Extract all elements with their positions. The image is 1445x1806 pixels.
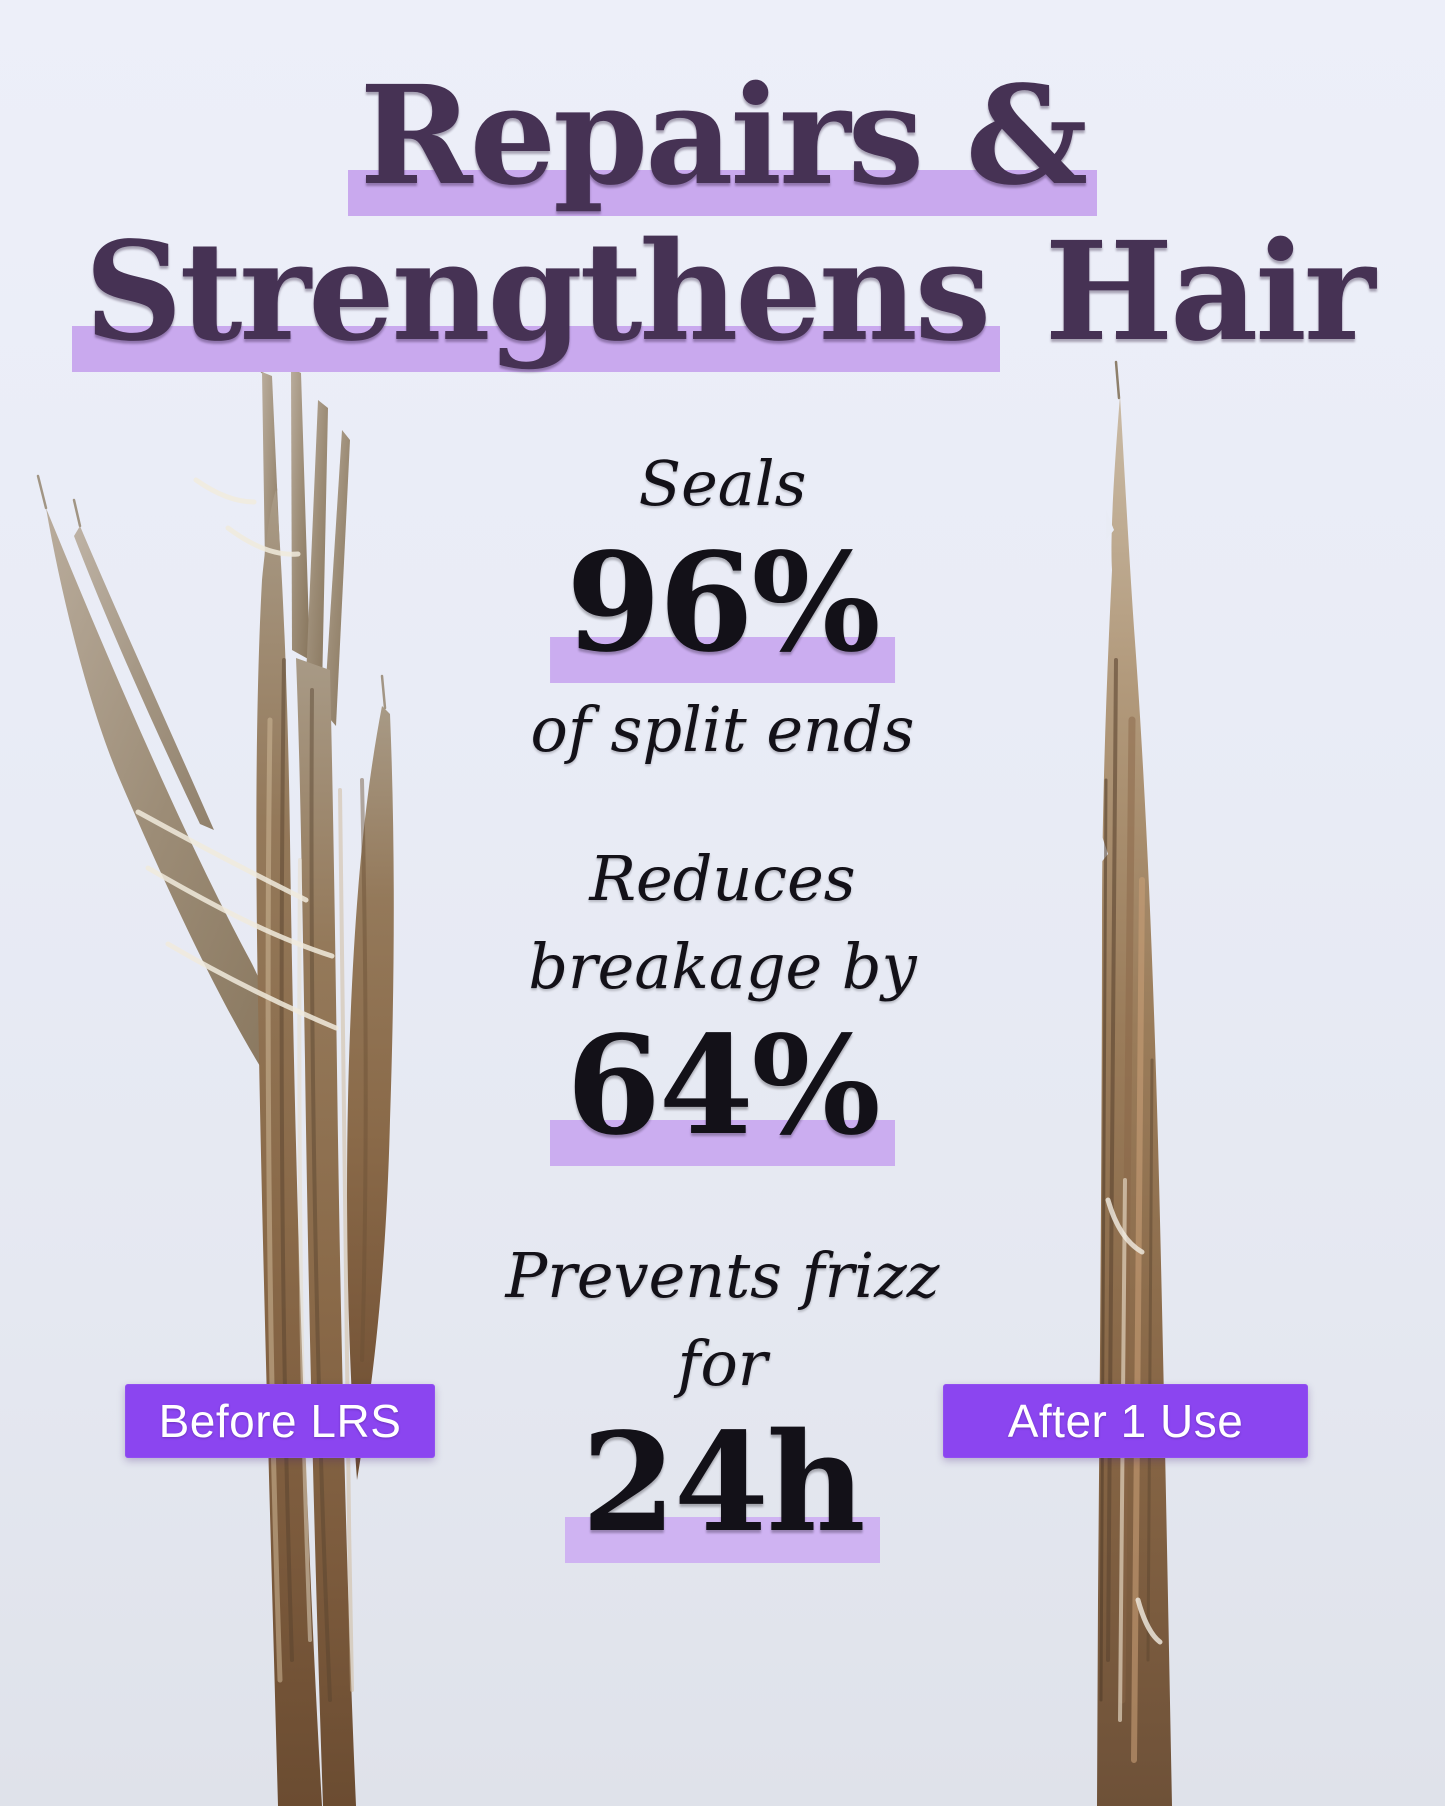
after-label-badge: After 1 Use	[943, 1384, 1308, 1458]
headline-line2-rest: Hair	[1000, 212, 1376, 372]
headline-line2: Strengthens Hair	[0, 212, 1445, 372]
stat-seals-split-ends: Seals 96% of split ends	[531, 440, 915, 774]
stat-prevents-frizz: Prevents frizz for 24h	[488, 1232, 958, 1563]
stat-value-line: 24h	[488, 1403, 958, 1563]
headline-line1-highlighted-text: Repairs &	[347, 56, 1098, 216]
stat-value-highlighted: 24h	[565, 1403, 880, 1563]
stat-lead-text: Seals	[638, 447, 807, 520]
stat-reduces-breakage: Reduces breakage by 64%	[488, 835, 958, 1166]
stat-value-highlighted: 64%	[550, 1006, 895, 1166]
damaged-hair-split-ends-photo	[36, 360, 394, 1806]
stat-tail-text: of split ends	[530, 693, 915, 766]
stat-value-highlighted: 96%	[550, 523, 895, 683]
stat-lead-text: Reduces breakage by	[528, 842, 917, 1003]
headline-line2-highlighted-word: Strengthens	[72, 212, 1001, 372]
headline: Repairs & Strengthens Hair	[0, 56, 1445, 372]
stat-value-line: 96%	[531, 523, 915, 683]
stat-lead-text: Prevents frizz for	[505, 1239, 940, 1400]
stat-value-line: 64%	[488, 1006, 958, 1166]
repaired-smooth-hair-photo	[1097, 360, 1172, 1806]
headline-line1: Repairs &	[0, 56, 1445, 216]
before-label-badge: Before LRS	[125, 1384, 435, 1458]
